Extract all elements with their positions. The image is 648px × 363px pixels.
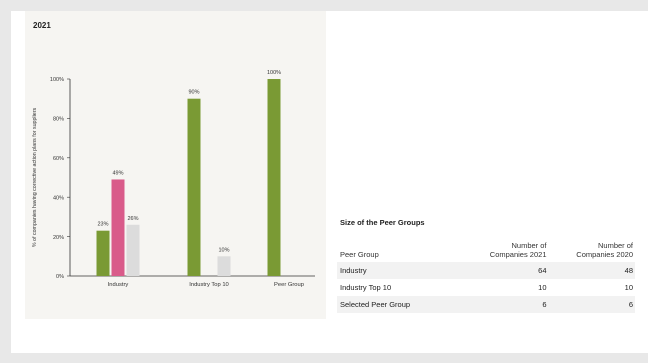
y-tick-label: 40% [53, 195, 64, 201]
bar [126, 224, 140, 276]
y-tick-label: 80% [53, 117, 64, 123]
data-label: 100% [267, 70, 281, 76]
bar [267, 79, 281, 276]
row-peer-group-name: Industry [337, 262, 462, 279]
row-companies-2021: 6 [462, 296, 549, 313]
bar [111, 179, 125, 276]
row-peer-group-name: Selected Peer Group [337, 296, 462, 313]
row-peer-group-name: Industry Top 10 [337, 279, 462, 296]
y-tick-label: 0% [56, 274, 64, 280]
table-row: Industry Top 10 10 10 [337, 279, 635, 296]
chart-panel: 2021 0% 20% 40% 60% 80% 100% % of companies ha… [25, 11, 326, 319]
header-2020-line1: Number of [597, 241, 633, 250]
data-label: 23% [97, 222, 108, 228]
x-tick-label: Peer Group [274, 282, 304, 288]
x-tick-label: Industry [108, 282, 129, 288]
data-label: 10% [218, 247, 229, 253]
header-2020-line2: Companies 2020 [576, 250, 633, 259]
row-companies-2021: 64 [462, 262, 549, 279]
bar-chart: 0% 20% 40% 60% 80% 100% % of companies having … [32, 70, 315, 288]
peer-groups-section: Size of the Peer Groups Peer Group Numbe… [337, 218, 637, 313]
table-row: Selected Peer Group 6 6 [337, 296, 635, 313]
row-companies-2020: 6 [548, 296, 635, 313]
bar [96, 230, 110, 276]
peer-table-header-row: Peer Group Number of Companies 2021 Numb… [337, 237, 635, 262]
bar [217, 256, 231, 276]
y-tick-label: 20% [53, 235, 64, 241]
y-tick-label: 60% [53, 156, 64, 162]
bar [187, 98, 201, 276]
data-label: 90% [188, 90, 199, 96]
row-companies-2020: 10 [548, 279, 635, 296]
left-margin-strip [0, 0, 11, 363]
header-companies-2020: Number of Companies 2020 [549, 237, 636, 262]
header-2021-line2: Companies 2021 [489, 250, 547, 259]
y-tick-label: 100% [50, 77, 64, 83]
x-tick-label: Industry Top 10 [189, 282, 229, 288]
table-row: Industry 64 48 [337, 262, 635, 279]
chart-title: 2021 [33, 21, 51, 30]
data-label: 49% [112, 170, 123, 176]
peer-groups-table: Peer Group Number of Companies 2021 Numb… [337, 237, 635, 313]
header-2021-line1: Number of [511, 241, 547, 250]
header-peer-group: Peer Group [337, 237, 462, 262]
row-companies-2020: 48 [548, 262, 635, 279]
row-companies-2021: 10 [462, 279, 549, 296]
data-label: 26% [127, 216, 138, 222]
header-companies-2021: Number of Companies 2021 [462, 237, 549, 262]
y-axis-label: % of companies having corrective action … [32, 108, 38, 248]
header-peer-group-text: Peer Group [340, 250, 379, 259]
peer-groups-title: Size of the Peer Groups [340, 218, 425, 227]
